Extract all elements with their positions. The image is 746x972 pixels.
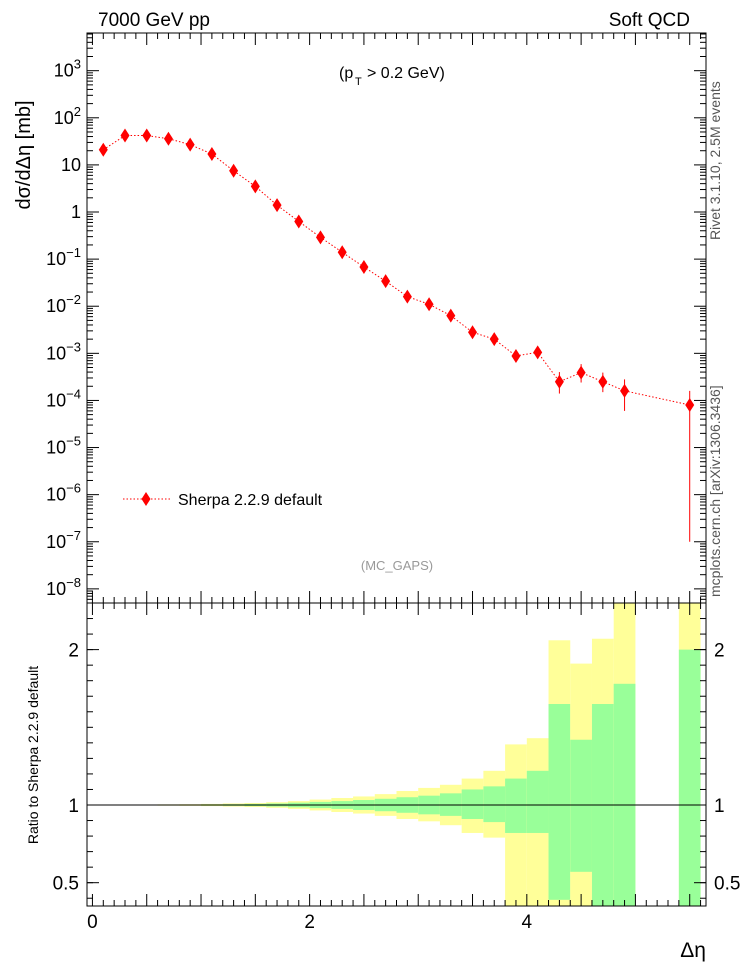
y-tick-label: 103: [54, 57, 81, 81]
y-tick-label: 10−5: [46, 434, 81, 458]
y-tick-label: 10−7: [46, 528, 81, 552]
ratio-y-tick-label: 1: [68, 796, 79, 817]
data-point: [685, 398, 695, 413]
data-point: [359, 260, 369, 275]
data-point: [250, 179, 260, 194]
data-point: [120, 128, 130, 143]
y-tick-label: 10−1: [46, 245, 81, 269]
data-point: [98, 142, 108, 157]
svg-text:T: T: [355, 76, 362, 88]
svg-text:(p: (p: [339, 65, 353, 82]
inner-band: [505, 778, 527, 833]
mcplots-label: mcplots.cern.ch [arXiv:1306.3436]: [707, 385, 723, 597]
ratio-panel: 0.5 0.5 1 1 2 2 0 2 4 Ratio to Sherpa 2.2.9 defa…: [25, 602, 740, 962]
data-point: [620, 383, 630, 398]
y-tick-label: 10−2: [46, 292, 81, 316]
analysis-label: (MC_GAPS): [361, 558, 433, 573]
x-tick-label: 0: [87, 912, 98, 933]
main-y-axis-label: dσ/dΔη [mb]: [13, 100, 35, 209]
pt-cut-annotation: (p T > 0.2 GeV): [339, 65, 445, 88]
y-tick-label: 1: [71, 202, 81, 222]
ratio-y-tick-label: 0.5: [53, 874, 79, 895]
inner-band: [483, 786, 506, 823]
ratio-axes: 0.5 0.5 1 1 2 2 0 2 4: [53, 603, 740, 933]
y-tick-label: 10−6: [46, 481, 81, 505]
inner-band: [548, 704, 571, 900]
data-point: [402, 289, 412, 304]
x-axis-label: Δη: [680, 939, 706, 962]
inner-band: [461, 789, 484, 819]
main-frame: [86, 32, 707, 604]
data-point: [294, 214, 304, 229]
data-point: [163, 131, 173, 146]
main-axes: 10−8 10−7 10−6 10−5 10−4 10−3 10−2 10−1 1 10 102 10…: [46, 33, 706, 603]
rivet-label: Rivet 3.1.10, 2.5M events: [707, 81, 723, 240]
data-point: [554, 374, 564, 389]
inner-band: [526, 770, 549, 833]
legend-marker: [141, 492, 151, 506]
y-tick-label: 102: [54, 104, 81, 128]
y-tick-label: 10−4: [46, 386, 81, 410]
ratio-y-axis-label: Ratio to Sherpa 2.2.9 default: [25, 666, 41, 844]
data-point: [207, 147, 217, 162]
energy-label: 7000 GeV pp: [98, 10, 210, 31]
data-point: [337, 245, 347, 260]
ratio-frame: [86, 602, 707, 907]
x-tick-label: 2: [304, 912, 315, 933]
ratio-y-tick-label-right: 0.5: [714, 874, 740, 895]
inner-band: [570, 739, 592, 872]
data-point: [468, 325, 478, 340]
inner-band: [678, 649, 701, 906]
x-tick-label: 4: [522, 912, 533, 933]
series-line: [103, 135, 690, 406]
ratio-y-tick-label: 2: [68, 641, 79, 662]
data-point: [511, 348, 521, 363]
data-point: [598, 374, 608, 389]
data-point: [489, 332, 499, 347]
data-point: [446, 308, 456, 323]
ratio-bands: [87, 603, 706, 906]
data-point: [424, 297, 434, 312]
svg-text:> 0.2 GeV): > 0.2 GeV): [367, 65, 445, 82]
data-point: [185, 137, 195, 152]
series-sherpa: [98, 128, 695, 542]
legend: Sherpa 2.2.9 default: [123, 492, 323, 509]
ratio-y-tick-label-right: 1: [714, 796, 725, 817]
y-tick-label: 10: [61, 155, 81, 175]
main-panel: 10−8 10−7 10−6 10−5 10−4 10−3 10−2 10−1 1 10 102 10…: [13, 32, 707, 604]
legend-label: Sherpa 2.2.9 default: [178, 492, 323, 509]
data-point: [229, 163, 239, 178]
data-point: [142, 128, 152, 143]
inner-band: [613, 683, 636, 906]
y-tick-label: 10−8: [46, 575, 81, 599]
ratio-y-tick-label-right: 2: [714, 641, 725, 662]
y-tick-label: 10−3: [46, 339, 81, 363]
data-point: [576, 365, 586, 380]
data-point: [272, 198, 282, 213]
data-point: [315, 230, 325, 245]
data-point: [533, 345, 543, 360]
process-label: Soft QCD: [609, 10, 690, 31]
data-point: [381, 274, 391, 289]
